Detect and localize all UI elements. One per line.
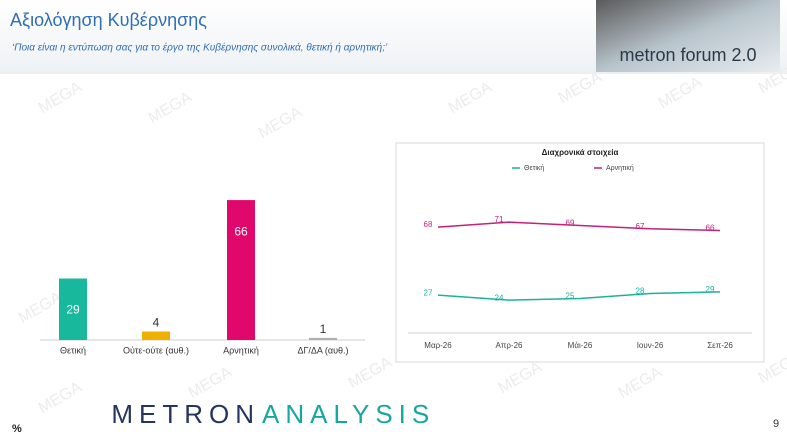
data-label: 1 — [320, 322, 327, 336]
x-tick-label: Σεπ-26 — [707, 341, 733, 350]
title: Αξιολόγηση Κυβέρνησης — [10, 10, 207, 30]
x-tick-label: Μαρ-26 — [424, 341, 452, 350]
x-tick-label: Ιουν-26 — [637, 341, 664, 350]
legend-label: Θετική — [524, 165, 544, 172]
data-label: 25 — [566, 292, 575, 301]
data-label: 29 — [66, 303, 80, 317]
data-label: 67 — [636, 222, 645, 231]
data-label: 4 — [153, 316, 160, 330]
x-tick-label: ΔΓ/ΔΑ (αυθ.) — [297, 345, 348, 355]
series-line — [437, 291, 721, 301]
data-label: 71 — [495, 215, 504, 224]
logo-text: metron forum 2.0 — [619, 45, 756, 65]
data-label: 66 — [234, 224, 248, 238]
line-chart-title: Διαχρονικά στοιχεία — [542, 148, 619, 157]
x-tick-label: Ούτε-ούτε (αυθ.) — [123, 345, 189, 355]
data-label: 66 — [706, 224, 715, 233]
data-label: 27 — [424, 288, 433, 297]
bar — [142, 331, 170, 340]
data-label: 69 — [566, 219, 575, 228]
data-label: 28 — [636, 287, 645, 296]
data-label: 68 — [424, 220, 433, 229]
page-number: 9 — [773, 418, 779, 430]
bar — [309, 337, 337, 340]
series-line — [437, 221, 721, 232]
line-chart-frame — [395, 142, 765, 363]
x-tick-label: Απρ-26 — [496, 341, 524, 350]
x-tick-label: Θετική — [60, 345, 86, 355]
unit: % — [12, 423, 22, 435]
brand-a: METRON — [111, 399, 260, 429]
x-tick-label: Μάι-26 — [568, 341, 593, 350]
logo-image — [596, 0, 780, 72]
x-tick-label: Αρνητική — [223, 345, 259, 355]
data-label: 24 — [495, 293, 504, 302]
bar — [59, 278, 87, 340]
legend-label: Αρνητική — [606, 165, 634, 172]
data-label: 29 — [706, 285, 715, 294]
brand-b: ANALYSIS — [262, 399, 435, 429]
bar — [227, 200, 255, 340]
subtitle: ‘Ποια είναι η εντύπωση σας για το έργο τ… — [12, 42, 388, 54]
